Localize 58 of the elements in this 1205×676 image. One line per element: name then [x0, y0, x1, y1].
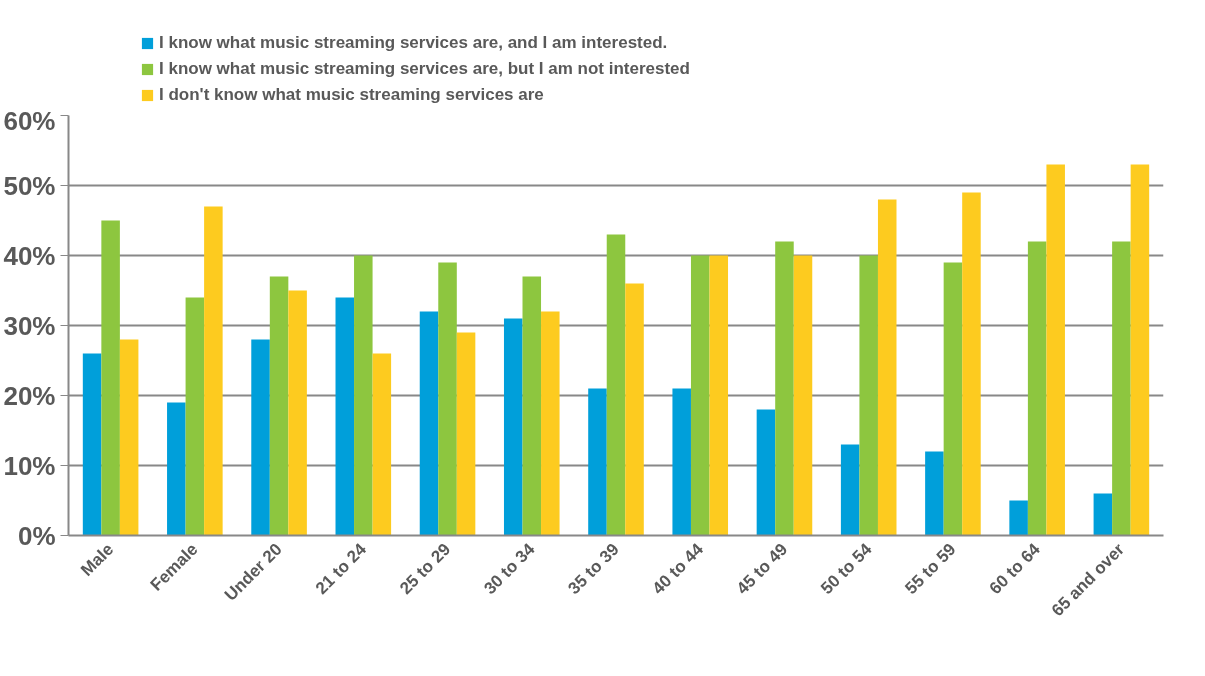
bar — [588, 388, 607, 536]
x-tick-label: 45 to 49 — [732, 539, 792, 598]
y-tick-label: 20% — [3, 380, 56, 411]
bar — [204, 206, 223, 536]
legend-label: I don't know what music streaming services are — [159, 85, 544, 105]
y-tick-label: 0% — [17, 520, 56, 551]
bar — [1046, 164, 1065, 536]
y-tick-label: 10% — [3, 450, 56, 481]
bar — [541, 311, 560, 536]
y-tick-label: 40% — [3, 240, 56, 271]
x-tick-label: 40 to 44 — [648, 539, 708, 598]
bar — [1112, 241, 1131, 536]
bar — [877, 199, 897, 536]
bar — [840, 444, 860, 536]
x-tick-label: 21 to 24 — [311, 539, 371, 598]
bar — [269, 276, 289, 536]
bar — [775, 241, 794, 536]
bar — [522, 276, 542, 536]
x-tick-label: 25 to 29 — [396, 539, 455, 598]
x-tick-label: 50 to 54 — [817, 539, 876, 598]
bar — [943, 262, 963, 536]
y-tick-label: 60% — [3, 105, 56, 136]
bar — [335, 297, 355, 536]
bar — [925, 451, 944, 536]
y-tick-label: 30% — [3, 310, 56, 341]
y-tick-label: 50% — [3, 170, 56, 201]
bar — [251, 339, 270, 536]
bar — [167, 402, 186, 536]
bar — [962, 192, 981, 536]
bar — [438, 262, 457, 536]
bar — [288, 290, 307, 536]
bar — [101, 220, 120, 536]
bar — [372, 353, 392, 536]
bar — [456, 332, 476, 536]
bar — [185, 297, 205, 536]
x-tick-label: 55 to 59 — [901, 539, 960, 598]
bar — [859, 255, 878, 536]
bar — [503, 318, 523, 536]
bar — [690, 255, 710, 536]
bar — [1130, 164, 1150, 536]
bar — [1027, 241, 1047, 536]
legend-label: I know what music streaming services are, and I am interested. — [159, 33, 668, 53]
bar — [793, 255, 813, 536]
bar — [625, 283, 644, 536]
bar — [1009, 500, 1028, 536]
bar — [1093, 493, 1113, 536]
x-tick-label: 35 to 39 — [564, 539, 623, 598]
bar — [709, 255, 729, 536]
bar — [419, 311, 439, 536]
x-tick-label: 60 to 64 — [985, 539, 1045, 598]
bar — [82, 353, 102, 536]
bar — [354, 255, 373, 536]
bar — [756, 409, 776, 536]
legend-label: I know what music streaming services are, but I am not interested — [159, 59, 690, 79]
bar — [119, 339, 139, 536]
bar — [606, 234, 626, 536]
x-tick-label: 30 to 34 — [480, 539, 539, 598]
bar — [672, 388, 691, 536]
